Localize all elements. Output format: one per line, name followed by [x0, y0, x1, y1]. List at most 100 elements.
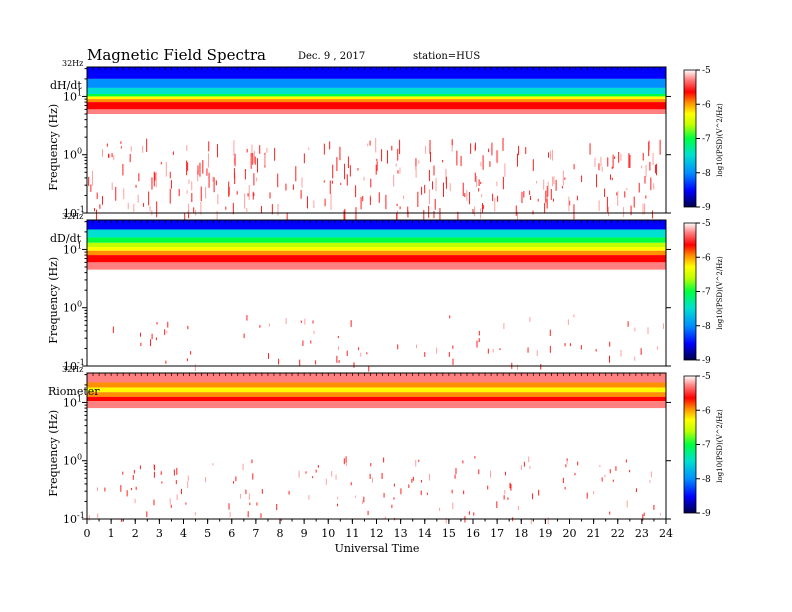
x-tick-label: 9 [301, 527, 308, 540]
x-tick-label: 16 [466, 527, 480, 540]
spectral-speckle [386, 150, 388, 164]
x-tick-label: 18 [514, 527, 528, 540]
spectral-speckle [346, 174, 348, 186]
spectral-band [87, 401, 666, 409]
spectral-speckle [244, 168, 246, 180]
spectral-speckle [129, 153, 131, 163]
spectral-speckle [586, 492, 588, 499]
colorbar-tick-label: -5 [702, 219, 711, 229]
spectral-speckle [278, 358, 280, 365]
spectral-speckle [186, 190, 188, 194]
spectral-speckle [253, 193, 255, 196]
spectral-speckle [306, 196, 308, 209]
spectral-speckle [233, 157, 235, 164]
spectral-speckle [499, 348, 501, 351]
spectral-speckle [600, 156, 602, 167]
spectral-speckle [325, 478, 327, 485]
spectral-speckle [280, 518, 282, 522]
colorbar-tick-label: -5 [702, 372, 711, 382]
spectral-speckle [228, 181, 230, 197]
spectral-speckle [240, 494, 242, 499]
spectral-speckle [323, 143, 325, 155]
spectral-speckle [274, 147, 276, 161]
spectral-speckle [233, 140, 235, 156]
spectral-speckle [97, 513, 99, 519]
spectral-speckle [393, 497, 395, 500]
spectral-speckle [492, 348, 494, 353]
spectral-speckle [191, 193, 193, 203]
spectral-speckle [248, 493, 250, 500]
spectral-speckle [259, 145, 261, 154]
spectral-speckle [367, 143, 369, 147]
spectral-speckle [472, 208, 474, 214]
spectral-speckle [200, 186, 202, 202]
spectral-speckle [344, 163, 346, 180]
x-tick-label: 0 [84, 527, 91, 540]
colorbar-tick-label: -8 [702, 169, 711, 179]
spectral-speckle [95, 209, 97, 225]
spectral-speckle [625, 459, 627, 463]
spectral-speckle [464, 193, 466, 198]
spectral-speckle [378, 192, 380, 203]
spectral-speckle [601, 477, 603, 482]
x-tick-label: 23 [635, 527, 649, 540]
spectral-speckle [151, 333, 153, 340]
spectral-speckle [396, 212, 398, 227]
colorbar-scale [683, 69, 697, 208]
spectral-speckle [154, 464, 156, 471]
spectral-speckle [474, 456, 476, 459]
spectral-speckle [336, 503, 338, 507]
spectral-speckle [523, 191, 525, 198]
spectral-speckle [546, 186, 548, 198]
spectral-speckle [156, 201, 158, 218]
spectral-speckle [88, 515, 90, 521]
spectral-speckle [432, 181, 434, 190]
spectral-speckle [451, 489, 453, 494]
spectral-speckle [628, 153, 630, 168]
spectral-band [87, 229, 666, 238]
x-tick-label: 7 [252, 527, 259, 540]
spectral-speckle [337, 496, 339, 500]
spectral-speckle [562, 477, 564, 484]
spectral-speckle [433, 211, 435, 219]
spectral-speckle [190, 351, 192, 355]
spectral-speckle [232, 202, 234, 215]
spectral-speckle [502, 137, 504, 151]
spectral-speckle [562, 170, 564, 186]
spectral-speckle [452, 358, 454, 365]
spectral-speckle [487, 348, 489, 354]
spectral-speckle [496, 150, 498, 163]
spectral-speckle [434, 198, 436, 210]
spectral-speckle [146, 138, 148, 152]
spectral-speckle [550, 189, 552, 200]
x-axis: 0 1 2 3 4 5 6 7 8 9 10 11 12 13 14 15 16 17 18 19 20 21 22 23 24 [84, 519, 673, 540]
spectral-speckle [474, 144, 476, 151]
spectral-speckle [304, 318, 306, 325]
spectral-band [87, 96, 666, 100]
spectral-speckle [369, 140, 371, 146]
spectral-speckle [256, 177, 258, 182]
spectral-speckle [523, 461, 525, 467]
spectral-speckle [653, 183, 655, 190]
spectral-speckle [253, 173, 255, 186]
spectral-speckle [454, 474, 456, 479]
x-tick-label: 14 [418, 527, 432, 540]
spectral-band [87, 99, 666, 103]
spectral-speckle [132, 474, 134, 480]
spectral-speckle [250, 152, 252, 169]
spectral-speckle [487, 485, 489, 490]
colorbar-tick-label: -5 [702, 66, 711, 76]
spectral-speckle [564, 343, 566, 347]
spectral-speckle [423, 209, 425, 226]
spectral-speckle [529, 466, 531, 469]
spectral-speckle [396, 210, 398, 221]
spectral-band [87, 392, 666, 397]
x-tick-label: 10 [321, 527, 335, 540]
spectral-speckle [170, 180, 172, 189]
spectral-band [87, 87, 666, 95]
spectral-speckle [609, 469, 611, 474]
spectral-speckle [507, 497, 509, 500]
x-tick-label: 3 [156, 527, 163, 540]
